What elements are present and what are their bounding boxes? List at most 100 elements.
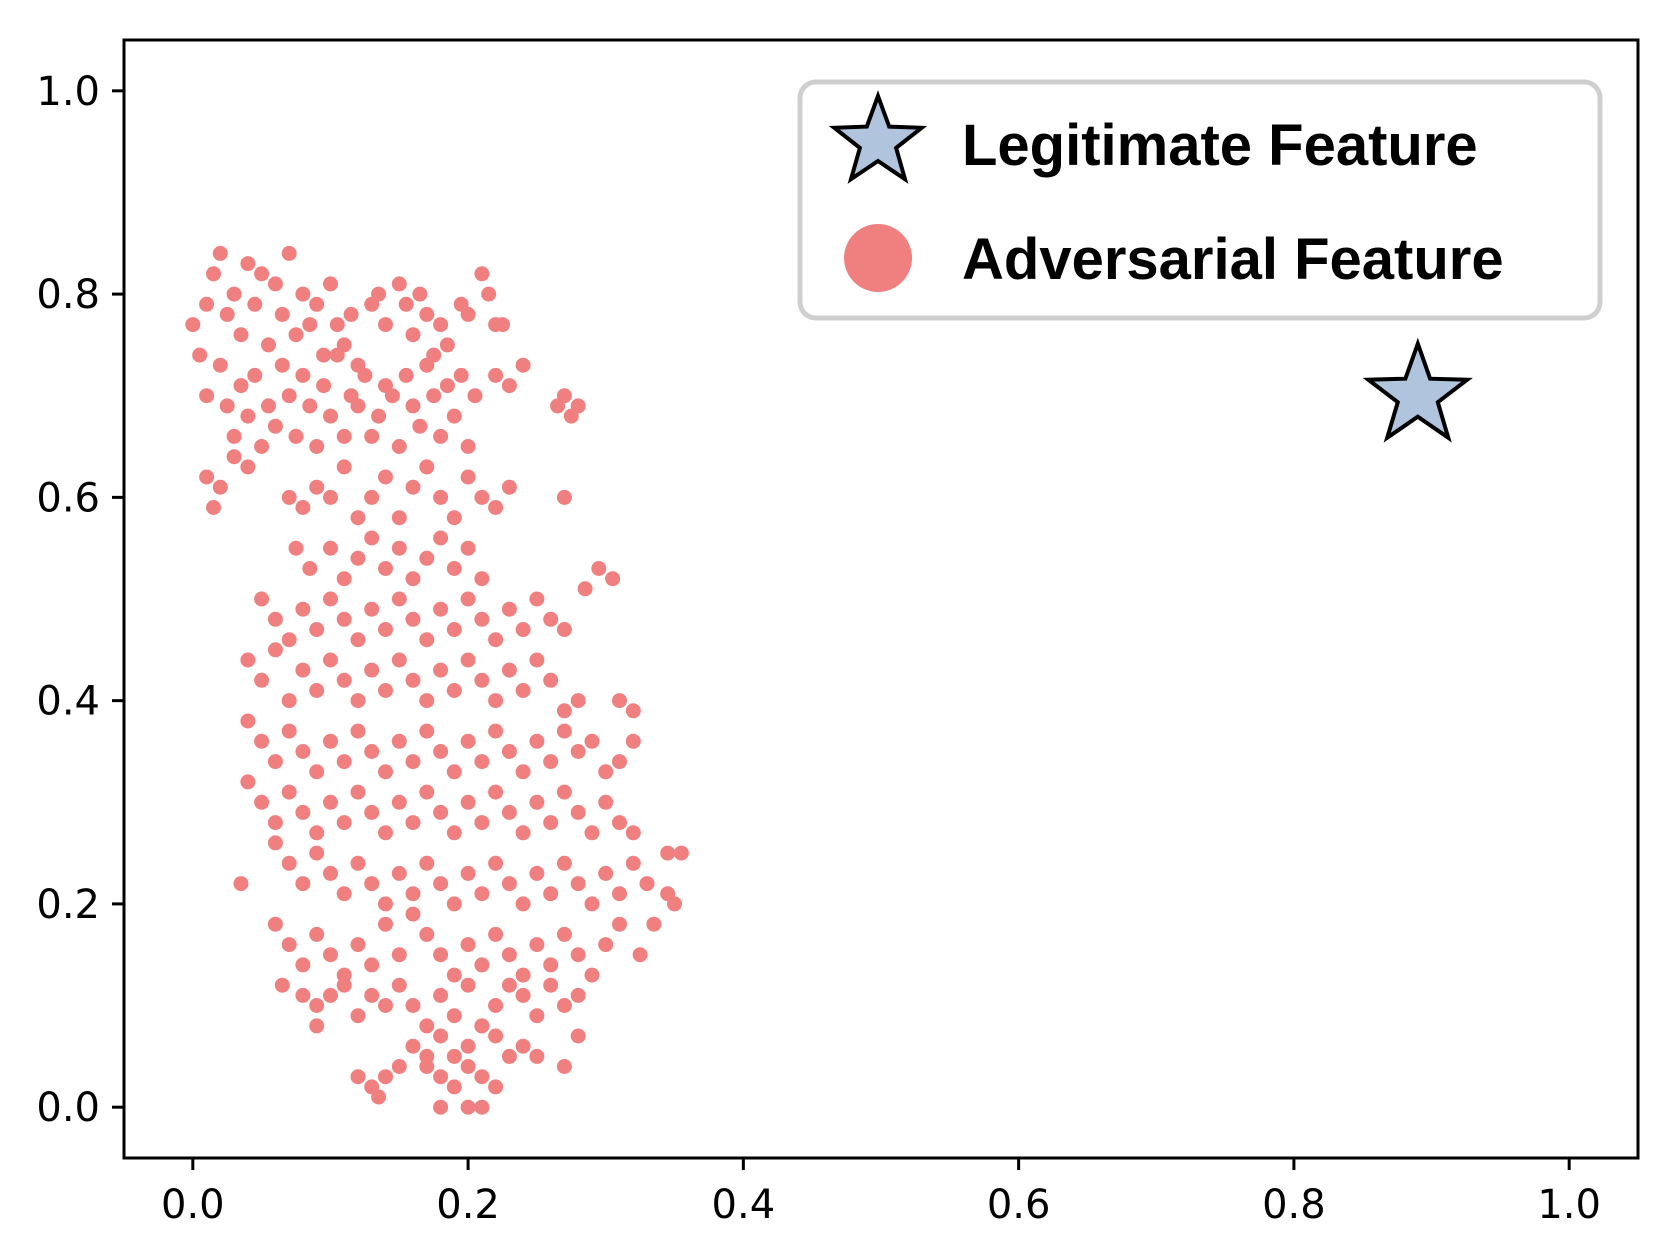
- adversarial-point: [529, 794, 545, 810]
- adversarial-point: [446, 1048, 462, 1064]
- x-tick-label: 0.4: [712, 1182, 776, 1228]
- adversarial-point: [495, 317, 510, 333]
- adversarial-point: [460, 794, 476, 810]
- adversarial-point: [570, 693, 586, 709]
- adversarial-point: [226, 449, 242, 465]
- adversarial-point: [350, 693, 366, 709]
- adversarial-point: [405, 886, 421, 902]
- adversarial-point: [323, 987, 338, 1003]
- adversarial-point: [384, 388, 400, 404]
- adversarial-point: [488, 926, 504, 942]
- adversarial-point: [570, 1028, 586, 1044]
- adversarial-point: [350, 723, 366, 739]
- adversarial-point: [419, 306, 435, 322]
- adversarial-point: [371, 1089, 387, 1105]
- adversarial-point: [391, 591, 407, 607]
- adversarial-point: [274, 357, 290, 373]
- adversarial-point: [364, 987, 380, 1003]
- adversarial-point: [391, 510, 407, 526]
- adversarial-point: [446, 408, 462, 424]
- adversarial-point: [543, 672, 559, 688]
- adversarial-point: [460, 1059, 476, 1074]
- adversarial-point: [336, 672, 352, 688]
- adversarial-point: [419, 693, 435, 709]
- adversarial-point: [632, 947, 648, 963]
- adversarial-point: [543, 815, 559, 831]
- adversarial-point: [364, 530, 380, 546]
- adversarial-point: [598, 794, 614, 810]
- adversarial-point: [398, 296, 414, 312]
- adversarial-point: [543, 977, 559, 993]
- adversarial-point: [433, 1028, 449, 1044]
- legend-box: [797, 79, 1603, 321]
- adversarial-point: [323, 540, 338, 556]
- legend-label-adversarial: Adversarial Feature: [962, 227, 1504, 292]
- adversarial-point: [584, 896, 600, 912]
- adversarial-point: [439, 337, 455, 353]
- adversarial-point: [378, 622, 393, 637]
- adversarial-point: [309, 764, 325, 780]
- adversarial-point: [336, 815, 352, 831]
- adversarial-point: [543, 957, 559, 973]
- adversarial-point: [364, 601, 380, 617]
- adversarial-point: [391, 1059, 407, 1074]
- adversarial-point: [267, 754, 283, 770]
- adversarial-point: [391, 794, 407, 810]
- adversarial-point: [309, 998, 325, 1013]
- adversarial-point: [515, 764, 531, 780]
- adversarial-point: [323, 794, 338, 810]
- adversarial-point: [364, 804, 380, 820]
- adversarial-point: [309, 296, 325, 312]
- adversarial-point: [240, 459, 256, 475]
- x-tick-label: 0.2: [436, 1182, 500, 1228]
- adversarial-point: [323, 408, 338, 424]
- data-points: [185, 245, 1473, 1115]
- adversarial-point: [667, 896, 682, 912]
- adversarial-point: [309, 622, 325, 637]
- adversarial-point: [226, 286, 242, 302]
- adversarial-point: [488, 632, 504, 648]
- adversarial-point: [405, 815, 421, 831]
- adversarial-point: [543, 754, 559, 770]
- adversarial-point: [412, 418, 428, 434]
- x-tick-label: 0.6: [987, 1182, 1051, 1228]
- adversarial-point: [405, 479, 421, 495]
- x-tick-label: 1.0: [1537, 1182, 1601, 1228]
- adversarial-point: [378, 998, 393, 1013]
- x-tick-label: 0.0: [161, 1182, 225, 1228]
- adversarial-point: [673, 845, 689, 861]
- adversarial-point: [488, 1079, 504, 1095]
- adversarial-point: [556, 784, 572, 800]
- adversarial-point: [378, 896, 393, 912]
- y-tick-label: 1.0: [36, 69, 100, 115]
- adversarial-point: [446, 510, 462, 526]
- adversarial-point: [391, 947, 407, 963]
- adversarial-point: [612, 815, 627, 831]
- adversarial-point: [501, 662, 517, 678]
- adversarial-point: [556, 998, 572, 1013]
- adversarial-point: [350, 1069, 366, 1085]
- adversarial-point: [474, 754, 490, 770]
- adversarial-point: [446, 825, 462, 841]
- adversarial-point: [254, 439, 270, 454]
- adversarial-point: [474, 266, 490, 282]
- adversarial-point: [660, 845, 676, 861]
- adversarial-point: [323, 733, 338, 749]
- adversarial-point: [364, 489, 380, 505]
- adversarial-point: [433, 662, 449, 678]
- legend-star-icon: [828, 90, 928, 184]
- adversarial-point: [405, 672, 421, 688]
- adversarial-point: [570, 744, 586, 759]
- adversarial-point: [556, 1059, 572, 1074]
- adversarial-point: [254, 266, 270, 282]
- adversarial-point: [350, 632, 366, 648]
- adversarial-point: [453, 367, 469, 383]
- adversarial-point: [570, 947, 586, 963]
- adversarial-point: [329, 317, 345, 333]
- adversarial-point: [247, 367, 263, 383]
- adversarial-point: [240, 256, 256, 272]
- legend: Legitimate Feature Adversarial Feature: [797, 79, 1603, 321]
- adversarial-point: [460, 1099, 476, 1115]
- adversarial-point: [501, 378, 517, 394]
- adversarial-point: [488, 723, 504, 739]
